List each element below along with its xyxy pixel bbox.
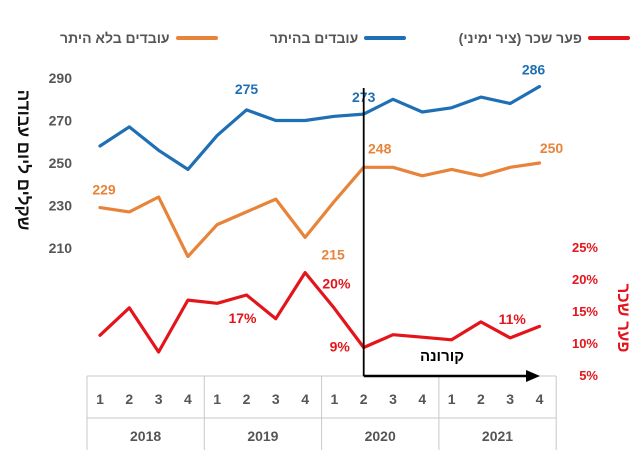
left-axis-label: שקלים ליום עבודה bbox=[14, 90, 33, 231]
series-line-no-permit bbox=[98, 161, 542, 259]
x-axis-tick-quarter: 2 bbox=[125, 391, 133, 407]
x-axis-tick-year: 2020 bbox=[365, 428, 396, 444]
legend-label-permit: עובדים בהיתר bbox=[269, 30, 359, 46]
data-label: 250 bbox=[540, 140, 564, 156]
x-axis-tick-quarter: 2 bbox=[360, 391, 368, 407]
legend-label-no-permit: עובדים בלא היתר bbox=[60, 30, 170, 46]
data-label: 11% bbox=[499, 311, 527, 327]
legend-item-permit: עובדים בהיתר bbox=[269, 30, 407, 46]
x-axis-tick-quarter: 1 bbox=[96, 391, 104, 407]
left-axis-tick: 210 bbox=[49, 240, 73, 256]
x-axis-tick-quarter: 4 bbox=[418, 391, 426, 407]
x-axis-tick-year: 2021 bbox=[482, 428, 513, 444]
data-label: 248 bbox=[368, 140, 392, 156]
x-axis-tick-quarter: 3 bbox=[506, 391, 514, 407]
right-axis-tick: 25% bbox=[572, 240, 598, 255]
x-axis-tick-quarter: 3 bbox=[389, 391, 397, 407]
corona-arrow-head bbox=[526, 370, 540, 382]
x-axis-tick-quarter: 4 bbox=[184, 391, 192, 407]
corona-annotation-label: קורונה bbox=[420, 348, 464, 365]
data-label: 286 bbox=[522, 62, 546, 78]
legend-item-no-permit: עובדים בלא היתר bbox=[60, 30, 218, 46]
data-label: 9% bbox=[330, 338, 351, 354]
right-axis-label: פער שכר bbox=[614, 284, 633, 353]
x-axis-tick-year: 2019 bbox=[247, 428, 278, 444]
right-axis-tick: 15% bbox=[572, 304, 598, 319]
x-axis-tick-quarter: 3 bbox=[155, 391, 163, 407]
left-axis-tick: 230 bbox=[49, 198, 73, 214]
x-axis-tick-quarter: 1 bbox=[448, 391, 456, 407]
legend-swatch-no-permit bbox=[175, 36, 218, 40]
left-axis-tick: 250 bbox=[49, 155, 73, 171]
data-label: 215 bbox=[321, 246, 345, 262]
legend-swatch-permit bbox=[364, 36, 407, 40]
series-line-gap bbox=[98, 271, 542, 354]
x-axis-tick-quarter: 4 bbox=[301, 391, 309, 407]
x-axis-tick-quarter: 4 bbox=[536, 391, 544, 407]
left-axis-tick: 290 bbox=[49, 70, 73, 86]
data-label: 275 bbox=[235, 81, 259, 97]
right-axis-tick: 5% bbox=[579, 368, 598, 383]
legend-item-gap: פער שכר (ציר ימיני) bbox=[459, 30, 630, 46]
data-label: 17% bbox=[228, 310, 257, 326]
x-axis-tick-quarter: 1 bbox=[331, 391, 339, 407]
x-axis-tick-quarter: 2 bbox=[477, 391, 485, 407]
x-axis-tick-year: 2018 bbox=[130, 428, 161, 444]
x-axis-tick-quarter: 2 bbox=[243, 391, 251, 407]
legend-label-gap: פער שכר (ציר ימיני) bbox=[458, 30, 582, 46]
data-label: 229 bbox=[92, 182, 116, 198]
right-axis-tick: 20% bbox=[572, 272, 598, 287]
left-axis-tick: 270 bbox=[49, 113, 73, 129]
series-line-permit bbox=[98, 84, 542, 171]
data-label: 20% bbox=[322, 275, 351, 291]
x-axis-tick-quarter: 1 bbox=[213, 391, 221, 407]
legend-swatch-gap bbox=[588, 36, 630, 40]
legend: פער שכר (ציר ימיני) עובדים בהיתר עובדים … bbox=[60, 30, 630, 46]
right-axis-tick: 10% bbox=[572, 336, 598, 351]
x-axis-tick-quarter: 3 bbox=[272, 391, 280, 407]
